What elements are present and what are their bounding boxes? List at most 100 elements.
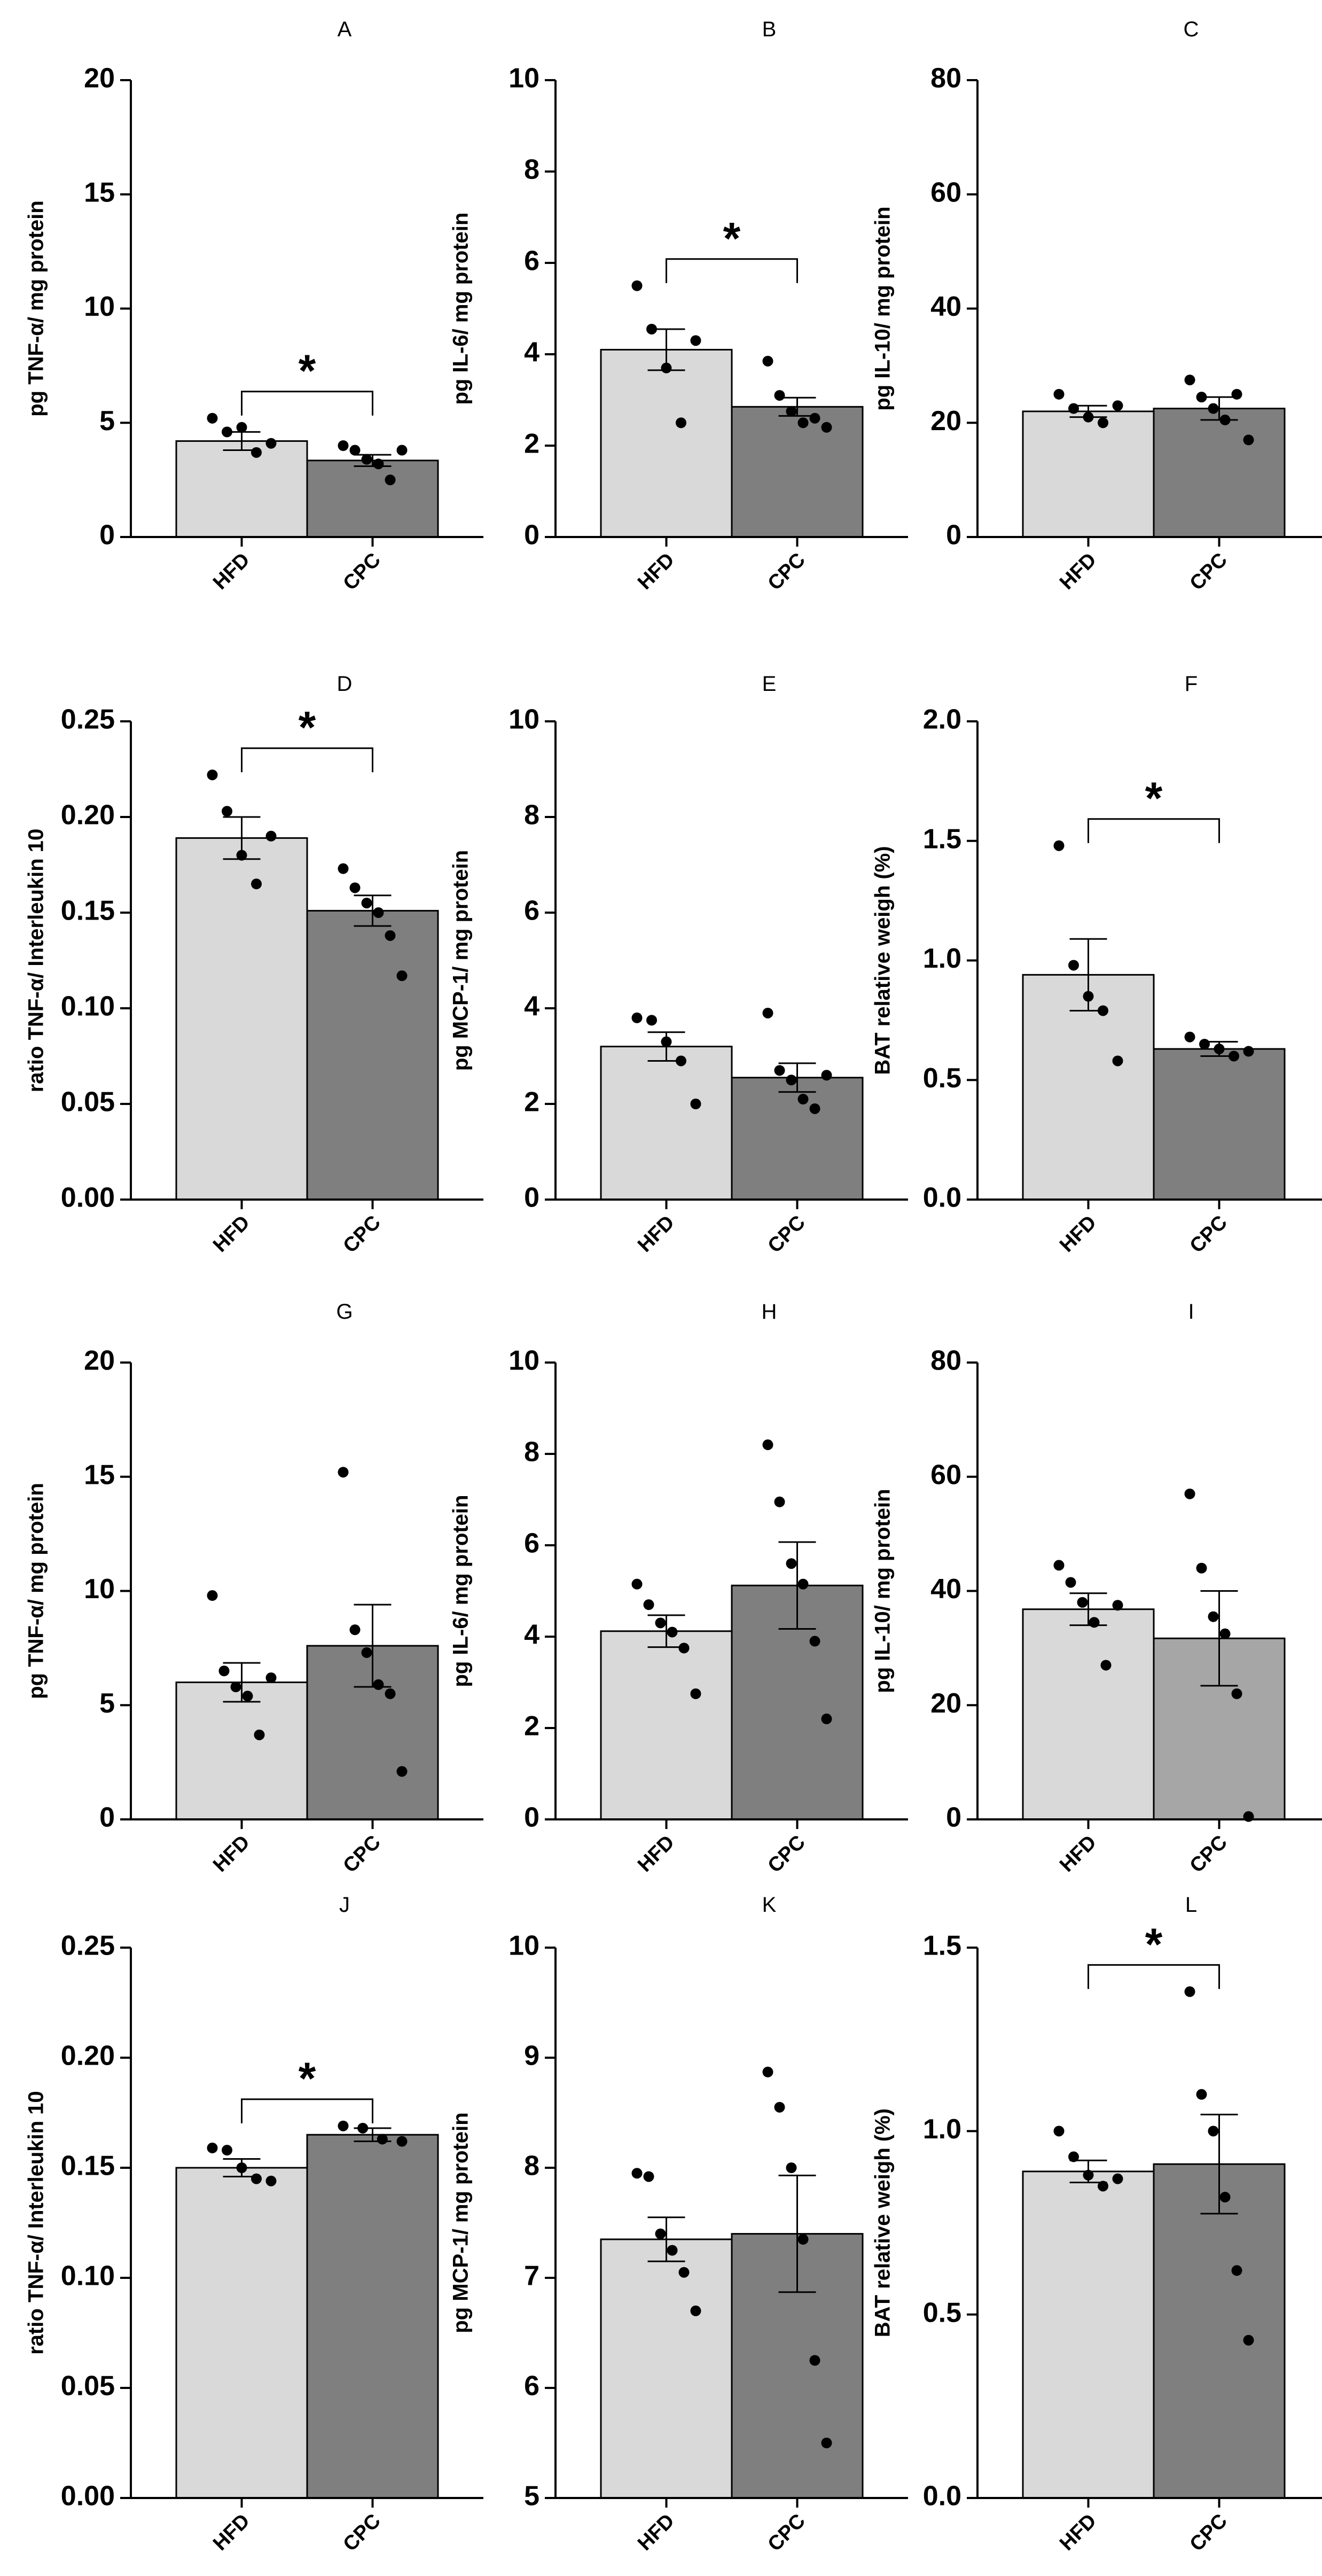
- y-tick-label: 0.20: [61, 800, 115, 831]
- y-tick-label: 6: [524, 246, 539, 277]
- chart-panel-h: H 0 2 4 6 8 10 HFD CPC pg IL-6/ mg protein: [449, 1300, 908, 1877]
- data-point: [809, 1636, 820, 1647]
- data-point: [774, 2102, 785, 2113]
- data-point: [373, 907, 384, 918]
- x-category-label: HFD: [633, 2510, 679, 2555]
- data-point: [1184, 1488, 1195, 1499]
- data-point: [797, 2233, 809, 2245]
- x-category-label: CPC: [1186, 549, 1232, 595]
- y-tick-label: 20: [930, 1688, 961, 1719]
- y-tick-label: 1.5: [923, 1931, 961, 1962]
- x-category-label: CPC: [339, 1831, 385, 1877]
- y-tick-label: 15: [84, 177, 115, 208]
- y-tick-label: 15: [84, 1459, 115, 1490]
- x-category-label: HFD: [633, 1211, 679, 1257]
- y-tick-label: 0: [99, 520, 115, 551]
- data-point: [338, 1467, 349, 1478]
- x-category-label: CPC: [1186, 2510, 1232, 2556]
- significance-marker: *: [723, 213, 741, 263]
- bar-cpc: [306, 460, 439, 538]
- y-axis-title: ratio TNF-α/ Interleukin 10: [25, 2091, 48, 2355]
- significance-bracket: *: [1088, 773, 1220, 843]
- panel-title: E: [762, 672, 777, 696]
- data-point: [396, 2136, 408, 2147]
- data-point: [385, 930, 396, 941]
- data-point: [821, 1070, 832, 1081]
- error-bar-cpc: [778, 1062, 816, 1093]
- x-category-label: HFD: [209, 1831, 254, 1877]
- data-point: [1053, 1560, 1065, 1571]
- data-point: [1098, 2181, 1108, 2192]
- bar-hfd: [1022, 410, 1155, 538]
- x-category-label: HFD: [209, 2510, 254, 2555]
- data-point: [222, 426, 232, 438]
- y-tick-label: 80: [930, 1345, 961, 1376]
- y-tick-label: 8: [524, 154, 539, 185]
- panel-title: J: [339, 1893, 350, 1917]
- data-point: [254, 1729, 265, 1740]
- y-tick-label: 60: [930, 1459, 961, 1490]
- data-point: [207, 2142, 218, 2153]
- data-point: [222, 2145, 232, 2156]
- chart-panel-j: J 0.00 0.05 0.10 0.15 0.20 0.25 HFD CPC ratio TNF…: [25, 1893, 483, 2556]
- data-point: [230, 1682, 241, 1693]
- y-tick-label: 2: [524, 1711, 539, 1742]
- y-tick-label: 10: [84, 1574, 115, 1605]
- data-point: [338, 2120, 349, 2131]
- data-point: [1068, 403, 1079, 414]
- data-point: [690, 2305, 701, 2316]
- y-tick-label: 0: [946, 520, 961, 551]
- data-point: [361, 454, 372, 465]
- data-point: [1208, 403, 1219, 414]
- data-point: [265, 2175, 277, 2186]
- data-point: [385, 474, 396, 486]
- bar-cpc: [1153, 1048, 1286, 1201]
- data-point: [786, 406, 797, 417]
- y-tick-label: 4: [524, 337, 539, 368]
- y-tick-label: 8: [524, 800, 539, 831]
- data-point: [265, 438, 277, 449]
- y-tick-label: 0.00: [61, 2481, 115, 2512]
- y-tick-label: 7: [524, 2261, 539, 2292]
- data-point: [222, 806, 232, 817]
- y-tick-label: 10: [509, 1345, 539, 1376]
- y-tick-label: 6: [524, 1528, 539, 1559]
- bar-hfd: [600, 348, 733, 538]
- data-point: [646, 1015, 657, 1026]
- y-tick-label: 9: [524, 2041, 539, 2072]
- data-point: [690, 1099, 701, 1109]
- x-category-label: CPC: [764, 1211, 810, 1257]
- y-axis-title: pg TNF-α/ mg protein: [25, 1483, 48, 1699]
- y-tick-label: 0.00: [61, 1182, 115, 1213]
- data-point: [1065, 1577, 1076, 1588]
- significance-bracket: *: [241, 346, 373, 416]
- data-point: [809, 2355, 820, 2366]
- data-point: [251, 2173, 262, 2184]
- data-point: [385, 1688, 396, 1699]
- data-point: [786, 1075, 797, 1086]
- chart-panel-l: L 0.0 0.5 1.0 1.5 HFD CPC BAT relative weigh (%…: [871, 1893, 1322, 2556]
- data-point: [1214, 1044, 1225, 1055]
- data-point: [1083, 411, 1094, 423]
- chart-panel-i: I 0 20 40 60 80 HFD CPC pg IL-10/ mg protein: [871, 1300, 1322, 1877]
- y-tick-label: 0.0: [923, 2481, 961, 2512]
- y-tick-label: 4: [524, 1620, 539, 1651]
- data-point: [251, 878, 262, 890]
- x-category-label: CPC: [339, 549, 385, 595]
- panel-title: G: [336, 1300, 353, 1324]
- x-category-label: HFD: [633, 1831, 679, 1877]
- data-point: [1219, 414, 1231, 425]
- x-category-label: HFD: [1055, 1211, 1101, 1257]
- error-bar-cpc: [354, 894, 392, 927]
- data-point: [1231, 2265, 1242, 2276]
- y-axis-title: pg IL-10/ mg protein: [871, 206, 895, 410]
- error-bar-hfd: [223, 1662, 261, 1703]
- error-bar-cpc: [778, 396, 816, 417]
- data-point: [1196, 1562, 1207, 1574]
- x-category-label: HFD: [1055, 549, 1101, 594]
- data-point: [1077, 1597, 1088, 1608]
- y-tick-label: 0.10: [61, 991, 115, 1022]
- bar-hfd: [600, 1630, 733, 1820]
- data-point: [774, 1065, 785, 1076]
- data-point: [797, 1578, 809, 1590]
